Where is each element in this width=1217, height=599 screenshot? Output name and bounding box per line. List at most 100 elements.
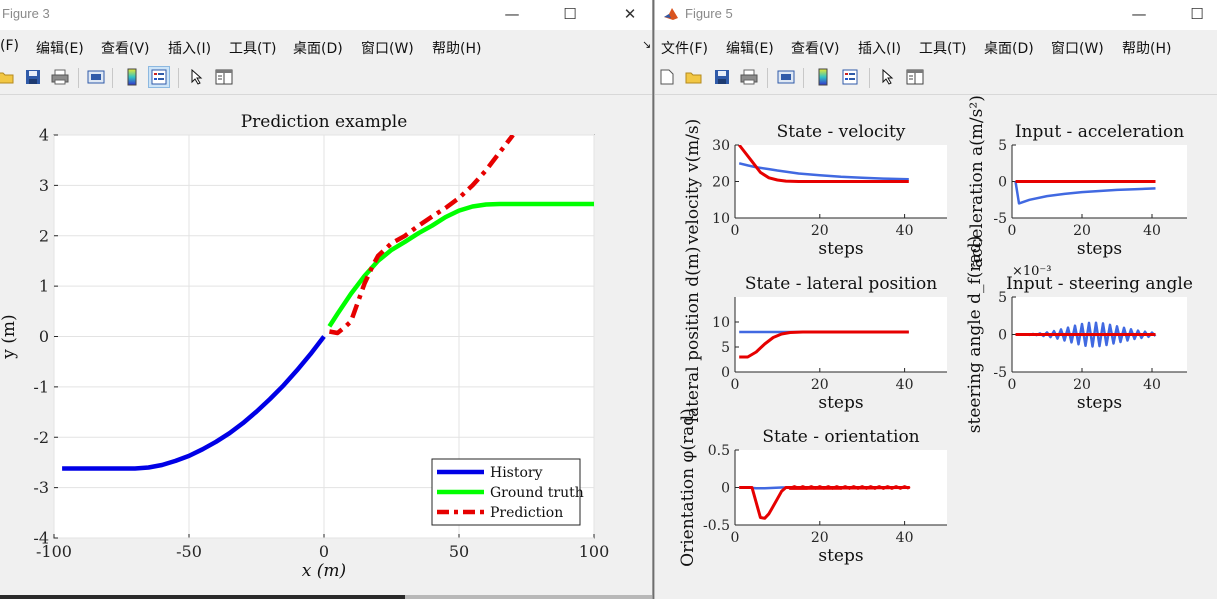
toolbar-separator bbox=[803, 68, 804, 88]
property-editor-icon[interactable] bbox=[905, 67, 925, 87]
steering-ylabel: steering angle d_f(rad) bbox=[965, 236, 985, 433]
menu-bar: 文件(F) 编辑(E) 查看(V) 插入(I) 工具(T) 桌面(D) 窗口(W… bbox=[655, 30, 1217, 62]
figure-5-window: Figure 5 — ☐ 文件(F) 编辑(E) 查看(V) 插入(I) 工具(… bbox=[654, 0, 1217, 599]
prediction-ylabel: y (m) bbox=[0, 314, 19, 359]
steering-xlabel: steps bbox=[1077, 393, 1122, 413]
prediction-tick-label-y: 0 bbox=[39, 327, 49, 346]
orientation-xlabel: steps bbox=[818, 546, 863, 566]
menu-file[interactable]: (F) bbox=[0, 38, 19, 54]
acceleration-series-0 bbox=[1014, 181, 1156, 205]
pointer-icon[interactable] bbox=[187, 67, 207, 87]
velocity-xlabel: steps bbox=[818, 239, 863, 259]
dock-arrow-icon[interactable]: ↘ bbox=[642, 38, 652, 51]
save-icon[interactable] bbox=[23, 67, 43, 87]
menu-file[interactable]: 文件(F) bbox=[661, 41, 708, 57]
series-line-history bbox=[62, 335, 326, 471]
maximize-button[interactable]: ☐ bbox=[1190, 5, 1204, 23]
orientation-tick-label-x: 20 bbox=[811, 530, 829, 546]
acceleration-tick-label-x: 20 bbox=[1073, 223, 1091, 239]
property-editor-icon[interactable] bbox=[214, 67, 234, 87]
figure-3-window: Figure 3 — ☐ ✕ (F) 编辑(E) 查看(V) 插入(I) 工具(… bbox=[0, 0, 653, 599]
steering-tick-label-x: 20 bbox=[1073, 377, 1091, 393]
lateral-tick-label-x: 20 bbox=[811, 377, 829, 393]
velocity-ylabel: velocity v(m/s) bbox=[683, 119, 703, 246]
print-icon[interactable] bbox=[739, 67, 759, 87]
orientation-tick-label-y: 0.5 bbox=[708, 443, 730, 459]
prediction-tick-label-y: -3 bbox=[33, 478, 49, 497]
steering-tick-label-y: -5 bbox=[993, 365, 1007, 381]
lateral-axes-box bbox=[735, 297, 947, 372]
menu-desktop[interactable]: 桌面(D) bbox=[293, 41, 343, 57]
series-line-ground-truth bbox=[327, 201, 594, 328]
menu-tools[interactable]: 工具(T) bbox=[919, 41, 967, 57]
status-strip bbox=[0, 595, 652, 599]
prediction-tick-label-x: 0 bbox=[319, 542, 329, 561]
figure-5-canvas: 0 20 40 30 20 10 State - velocity steps velocity… bbox=[655, 95, 1217, 599]
prediction-tick-label-x: -100 bbox=[36, 542, 72, 561]
acceleration-tick-label-x: 0 bbox=[1008, 223, 1017, 239]
steering-exponent: ×10⁻³ bbox=[1012, 264, 1052, 279]
menu-help[interactable]: 帮助(H) bbox=[432, 41, 482, 57]
orientation-tick-label-x: 0 bbox=[731, 530, 740, 546]
lateral-tick-label-x: 40 bbox=[896, 377, 914, 393]
menu-desktop[interactable]: 桌面(D) bbox=[984, 41, 1034, 57]
lateral-tick-label-y: 5 bbox=[721, 340, 730, 356]
prediction-tick-label-x: -50 bbox=[176, 542, 202, 561]
menu-edit[interactable]: 编辑(E) bbox=[726, 41, 774, 57]
velocity-tick-label-y: 10 bbox=[712, 211, 730, 227]
lateral-tick-label-x: 0 bbox=[731, 377, 740, 393]
acceleration-tick-label-y: -5 bbox=[993, 211, 1007, 227]
acceleration-ylabel: acceleration a(m/s²) bbox=[967, 95, 987, 268]
menu-help[interactable]: 帮助(H) bbox=[1122, 41, 1172, 57]
pointer-icon[interactable] bbox=[878, 67, 898, 87]
save-icon[interactable] bbox=[712, 67, 732, 87]
menu-window[interactable]: 窗口(W) bbox=[361, 41, 414, 57]
colorbar-icon[interactable] bbox=[122, 67, 142, 87]
prediction-tick-label-y: 1 bbox=[39, 277, 49, 296]
window-title: Figure 5 bbox=[685, 6, 733, 21]
menu-insert[interactable]: 插入(I) bbox=[858, 41, 902, 57]
menu-view[interactable]: 查看(V) bbox=[791, 41, 840, 57]
new-file-icon[interactable] bbox=[657, 67, 677, 87]
open-folder-icon[interactable] bbox=[684, 67, 704, 87]
toolbar-separator bbox=[78, 68, 79, 88]
velocity-tick-label-x: 40 bbox=[896, 223, 914, 239]
menu-window[interactable]: 窗口(W) bbox=[1051, 41, 1104, 57]
acceleration-xlabel: steps bbox=[1077, 239, 1122, 259]
maximize-button[interactable]: ☐ bbox=[563, 5, 577, 23]
legend-label: History bbox=[490, 465, 543, 481]
menu-tools[interactable]: 工具(T) bbox=[229, 41, 277, 57]
orientation-tick-label-y: 0 bbox=[721, 480, 730, 496]
print-preview-icon[interactable] bbox=[776, 67, 796, 87]
toolbar-separator bbox=[112, 68, 113, 88]
orientation-title: State - orientation bbox=[762, 427, 919, 447]
lateral-title: State - lateral position bbox=[745, 274, 937, 294]
minimize-button[interactable]: — bbox=[1131, 5, 1147, 23]
lateral-xlabel: steps bbox=[818, 393, 863, 413]
menu-edit[interactable]: 编辑(E) bbox=[36, 41, 84, 57]
open-folder-icon[interactable] bbox=[0, 67, 16, 87]
minimize-button[interactable]: — bbox=[504, 5, 520, 23]
orientation-tick-label-y: -0.5 bbox=[703, 518, 730, 534]
acceleration-tick-label-x: 40 bbox=[1143, 223, 1161, 239]
close-button[interactable]: ✕ bbox=[623, 5, 637, 23]
colorbar-icon[interactable] bbox=[813, 67, 833, 87]
print-preview-icon[interactable] bbox=[86, 67, 106, 87]
legend-label: Ground truth bbox=[490, 485, 584, 501]
prediction-tick-label-x: 100 bbox=[579, 542, 610, 561]
menu-view[interactable]: 查看(V) bbox=[101, 41, 150, 57]
subplots-chart: 0 20 40 30 20 10 State - velocity steps velocity… bbox=[678, 95, 1193, 567]
orientation-tick-label-x: 40 bbox=[896, 530, 914, 546]
legend-icon[interactable] bbox=[148, 66, 170, 88]
prediction-tick-label-y: 3 bbox=[39, 176, 49, 195]
menu-bar: (F) 编辑(E) 查看(V) 插入(I) 工具(T) 桌面(D) 窗口(W) … bbox=[0, 30, 652, 62]
acceleration-title: Input - acceleration bbox=[1015, 122, 1184, 142]
menu-insert[interactable]: 插入(I) bbox=[168, 41, 212, 57]
prediction-tick-label-y: -2 bbox=[33, 428, 49, 447]
velocity-tick-label-y: 20 bbox=[712, 174, 730, 190]
steering-title: Input - steering angle bbox=[1006, 274, 1193, 294]
prediction-tick-label-y: -4 bbox=[33, 529, 49, 548]
title-bar: Figure 3 — ☐ ✕ bbox=[0, 0, 652, 30]
print-icon[interactable] bbox=[50, 67, 70, 87]
legend-icon[interactable] bbox=[840, 67, 860, 87]
